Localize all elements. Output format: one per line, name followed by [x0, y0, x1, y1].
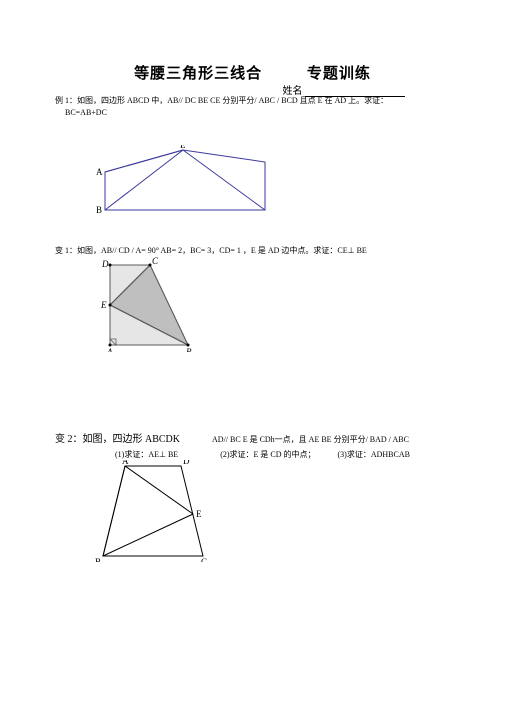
svg-text:B: B: [96, 205, 102, 215]
figure2: D C E A B: [100, 257, 200, 354]
problem3-text: 变 2：如图，四边形 ABCDK AD// BC E 是 CDh一点，且 AE …: [55, 432, 475, 461]
problem1-text: 例 1：如图，四边形 ABCD 中，AB// DC BE CE 分别平分/ AB…: [55, 95, 455, 119]
figure3-svg: A D B C E: [95, 460, 215, 562]
svg-text:D: D: [101, 259, 109, 269]
svg-text:E: E: [180, 145, 186, 150]
problem1-line1: 例 1：如图，四边形 ABCD 中，AB// DC BE CE 分别平分/ AB…: [55, 95, 455, 107]
figure2-svg: D C E A B: [100, 257, 200, 352]
problem3-line1a: 变 2：如图，四边形 ABCDK: [55, 434, 180, 445]
figure1: A B E: [95, 145, 275, 219]
svg-text:B: B: [186, 347, 192, 352]
svg-text:E: E: [196, 509, 202, 519]
svg-text:B: B: [95, 557, 101, 562]
title-right: 专题训练: [307, 62, 371, 83]
svg-text:A: A: [106, 347, 113, 352]
problem3-line2a: (1)求证：AE⊥ BE: [115, 450, 178, 459]
figure1-svg: A B E: [95, 145, 275, 217]
problem3-line1b: AD// BC E 是 CDh一点，且 AE BE 分别平分/ BAD / AB…: [212, 435, 409, 444]
figure3: A D B C E: [95, 460, 215, 564]
problem2-text: 变 1：如图，AB// CD / A= 90° AB= 2，BC= 3，CD= …: [55, 245, 475, 257]
title-left: 等腰三角形三线合: [134, 62, 262, 83]
svg-text:E: E: [100, 300, 107, 310]
svg-text:C: C: [201, 557, 207, 562]
svg-text:A: A: [96, 167, 103, 177]
problem3-row1: 变 2：如图，四边形 ABCDK AD// BC E 是 CDh一点，且 AE …: [55, 432, 475, 447]
problem2-line: 变 1：如图，AB// CD / A= 90° AB= 2，BC= 3，CD= …: [55, 246, 367, 255]
svg-text:A: A: [122, 460, 129, 466]
svg-text:C: C: [152, 257, 159, 266]
problem1-line2: BC=AB+DC: [65, 107, 455, 119]
problem3-line2b: (2)求证：E 是 CD 的中点；: [220, 450, 315, 459]
svg-text:D: D: [183, 460, 190, 466]
problem3-line2c: (3)求证：ADHBCAB: [338, 450, 410, 459]
page-title: 等腰三角形三线合 专题训练: [0, 62, 505, 83]
